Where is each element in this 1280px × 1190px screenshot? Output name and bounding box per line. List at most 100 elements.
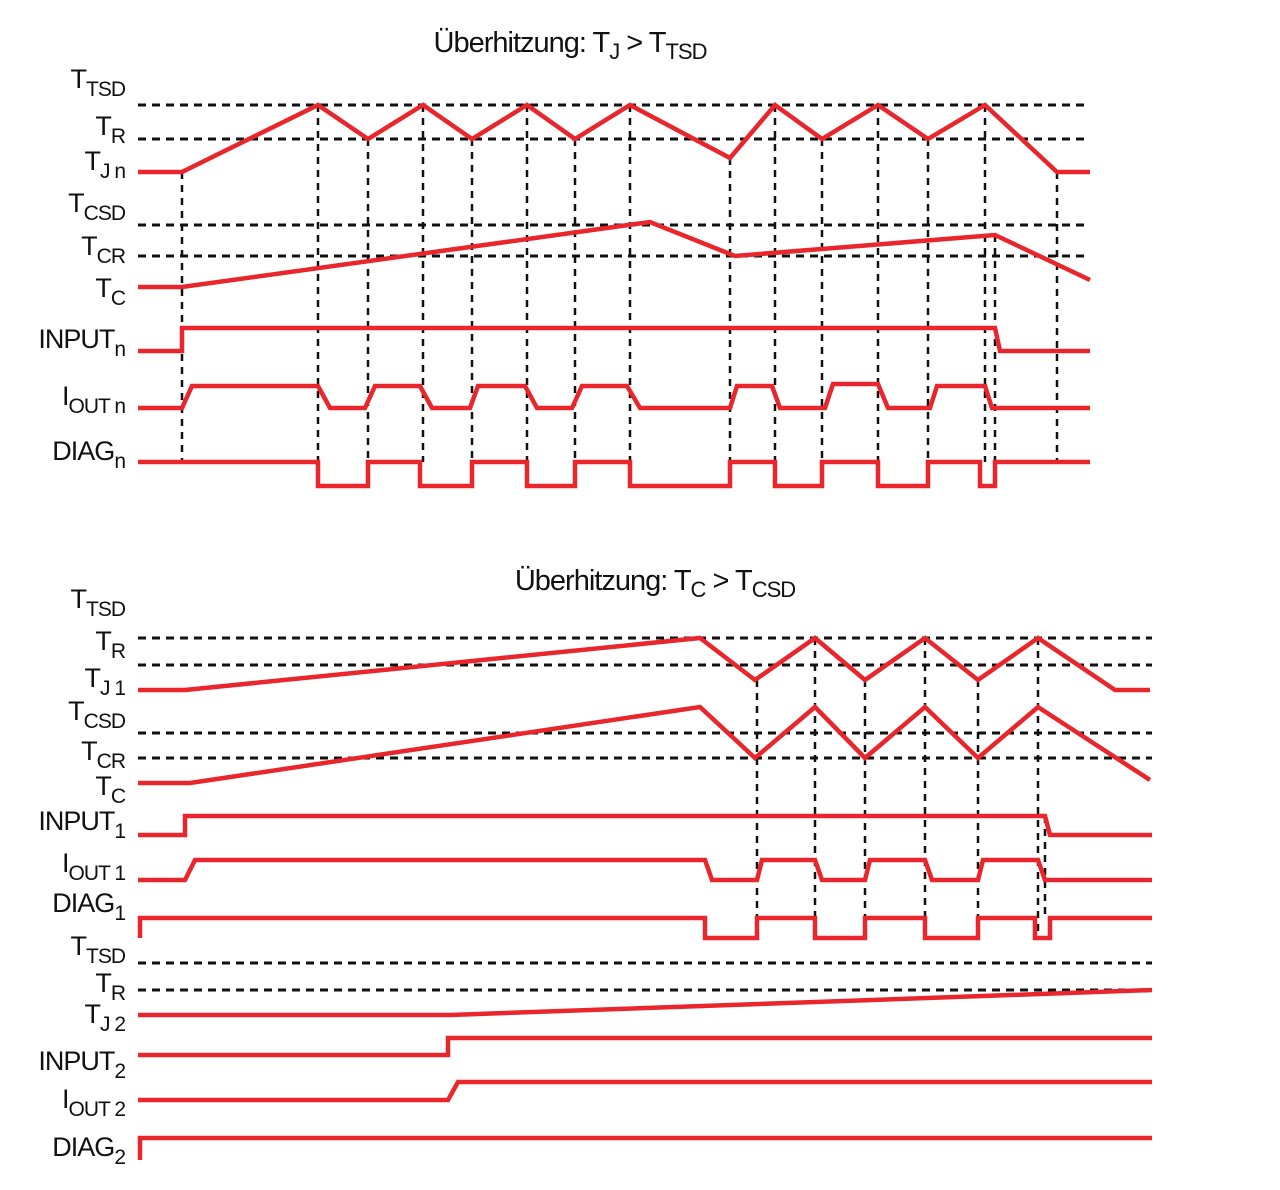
label-subscript: OUT 1 xyxy=(69,862,126,885)
input1-signal xyxy=(138,813,1152,838)
signal-label: IOUT n xyxy=(62,381,125,418)
signal-label: IOUT 2 xyxy=(62,1084,125,1121)
signal-label: DIAG1 xyxy=(52,888,125,925)
signal-label: TTSD xyxy=(71,584,126,621)
signal-label: TJ 1 xyxy=(84,663,125,700)
label-main: T xyxy=(71,64,87,94)
label-subscript: 1 xyxy=(114,820,125,843)
label-subscript: C xyxy=(111,287,126,310)
label-main: T xyxy=(84,146,100,176)
label-main: T xyxy=(95,111,111,141)
label-main: INPUT xyxy=(38,1046,115,1076)
signal-label: INPUT1 xyxy=(38,806,125,843)
diagram-2-grid xyxy=(138,636,1152,992)
title-text: Überhitzung: T xyxy=(434,27,611,59)
label-main: DIAG xyxy=(52,1132,114,1162)
label-subscript: 1 xyxy=(114,902,125,925)
label-main: INPUT xyxy=(38,324,115,354)
signal-label: TC xyxy=(95,273,126,310)
diag2-signal xyxy=(137,1135,1152,1160)
diagram-1-signals xyxy=(138,101,1091,489)
signal-label: TJ 2 xyxy=(84,999,125,1036)
label-subscript: OUT n xyxy=(69,395,126,418)
label-main: T xyxy=(68,188,84,218)
signal-label: TC xyxy=(95,771,126,808)
label-main: T xyxy=(84,663,100,693)
signal-label: TR xyxy=(95,111,126,148)
signal-label: TTSD xyxy=(71,931,126,968)
label-subscript: R xyxy=(111,982,126,1005)
tj1-signal xyxy=(138,635,1150,693)
signal-label: TCSD xyxy=(68,696,126,733)
iout-signal xyxy=(138,381,1090,411)
label-main: T xyxy=(68,696,84,726)
title-subscript: C xyxy=(691,577,707,602)
label-main: INPUT xyxy=(38,806,115,836)
label-subscript: J 1 xyxy=(100,677,125,700)
signal-label: TTSD xyxy=(71,64,126,101)
label-main: T xyxy=(71,931,87,961)
label-subscript: R xyxy=(111,125,126,148)
label-main: T xyxy=(71,584,87,614)
title-subscript: TSD xyxy=(665,39,706,64)
diagram-2-signals xyxy=(137,635,1153,1160)
label-subscript: CR xyxy=(97,245,126,268)
label-main: T xyxy=(95,626,111,656)
label-main: T xyxy=(81,231,97,261)
iout2-signal xyxy=(138,1079,1152,1103)
tc-signal xyxy=(138,219,1091,290)
diagram-1-time-markers xyxy=(180,105,1059,462)
label-subscript: TSD xyxy=(86,945,126,968)
diagram-2-time-markers xyxy=(755,638,1047,938)
signal-label: TR xyxy=(95,968,126,1005)
label-main: T xyxy=(95,273,111,303)
label-subscript: CSD xyxy=(84,202,126,225)
title-text: > T xyxy=(705,565,753,597)
signal-label: TCR xyxy=(81,736,126,773)
label-main: T xyxy=(95,771,111,801)
label-subscript: CSD xyxy=(84,710,126,733)
signal-label: DIAG2 xyxy=(52,1132,125,1169)
label-subscript: n xyxy=(114,338,125,361)
signal-label: INPUTn xyxy=(38,324,125,361)
label-main: T xyxy=(81,736,97,766)
title-subscript: CSD xyxy=(752,577,796,602)
label-main: T xyxy=(95,968,111,998)
diag-signal xyxy=(138,459,1090,489)
label-subscript: 2 xyxy=(114,1060,125,1083)
label-subscript: TSD xyxy=(86,598,126,621)
tc-signal xyxy=(138,703,1152,786)
label-main: DIAG xyxy=(52,888,114,918)
label-main: DIAG xyxy=(52,436,114,466)
iout1-signal xyxy=(138,857,1152,883)
signal-label: TR xyxy=(95,626,126,663)
input-signal xyxy=(138,325,1090,354)
label-subscript: 2 xyxy=(114,1146,125,1169)
label-subscript: C xyxy=(111,785,126,808)
signal-label: INPUT2 xyxy=(38,1046,125,1083)
title-text: Überhitzung: T xyxy=(515,565,692,597)
diagram-title: Überhitzung: TJ > TTSD xyxy=(434,27,707,64)
label-subscript: CR xyxy=(97,750,126,773)
input2-signal xyxy=(138,1035,1152,1058)
label-main: I xyxy=(62,1084,69,1114)
label-subscript: n xyxy=(114,450,125,473)
signal-label: IOUT 1 xyxy=(62,848,125,885)
label-subscript: R xyxy=(111,640,126,663)
signal-label: TCSD xyxy=(68,188,126,225)
title-text: > T xyxy=(619,27,667,59)
signal-label: DIAGn xyxy=(52,436,125,473)
label-subscript: TSD xyxy=(86,78,126,101)
tj-signal xyxy=(138,101,1090,175)
signal-label: TCR xyxy=(81,231,126,268)
diag1-signal xyxy=(137,915,1152,941)
label-main: T xyxy=(84,999,100,1029)
title-subscript: J xyxy=(609,39,619,64)
label-main: I xyxy=(62,848,69,878)
label-main: I xyxy=(62,381,69,411)
signal-label: TJ n xyxy=(84,146,125,183)
label-subscript: OUT 2 xyxy=(69,1098,126,1121)
label-subscript: J 2 xyxy=(100,1013,125,1036)
tj2-signal xyxy=(138,987,1153,1018)
